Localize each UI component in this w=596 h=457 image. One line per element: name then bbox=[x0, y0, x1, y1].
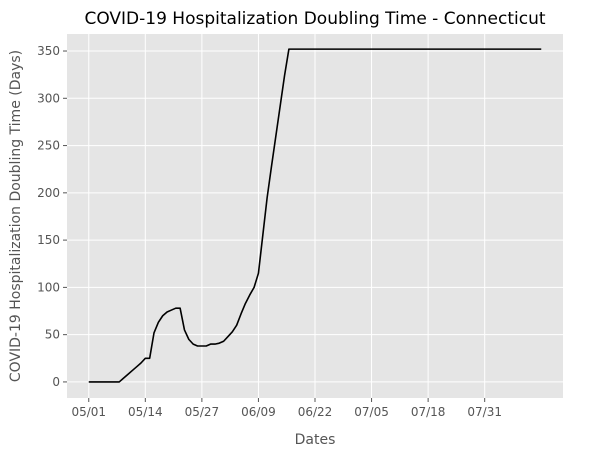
x-axis-label: Dates bbox=[295, 432, 336, 448]
x-axis: 05/01 05/14 05/27 06/09 06/22 07/05 07/18 07/31 bbox=[71, 398, 502, 419]
chart-title: COVID-19 Hospitalization Doubling Time -… bbox=[84, 9, 545, 29]
y-tick-label: 0 bbox=[52, 375, 60, 389]
y-tick-label: 200 bbox=[37, 186, 60, 200]
x-tick-label: 05/01 bbox=[71, 405, 106, 419]
x-tick-label: 06/09 bbox=[241, 405, 276, 419]
grid-lines bbox=[67, 34, 563, 398]
x-tick-label: 05/14 bbox=[128, 405, 163, 419]
series-line bbox=[88, 48, 542, 383]
y-tick-label: 300 bbox=[37, 91, 60, 105]
y-tick-label: 350 bbox=[37, 44, 60, 58]
x-tick-label: 07/05 bbox=[354, 405, 389, 419]
x-tick-label: 07/18 bbox=[411, 405, 446, 419]
x-tick-label: 05/27 bbox=[185, 405, 220, 419]
y-tick-label: 150 bbox=[37, 233, 60, 247]
y-axis-label: COVID-19 Hospitalization Doubling Time (… bbox=[8, 50, 24, 382]
y-tick-label: 50 bbox=[45, 328, 60, 342]
y-tick-label: 100 bbox=[37, 280, 60, 294]
x-tick-label: 06/22 bbox=[298, 405, 333, 419]
y-tick-label: 250 bbox=[37, 139, 60, 153]
x-tick-label: 07/31 bbox=[467, 405, 502, 419]
data-series bbox=[88, 48, 542, 383]
y-axis: 0 50 100 150 200 250 300 350 bbox=[37, 44, 67, 389]
